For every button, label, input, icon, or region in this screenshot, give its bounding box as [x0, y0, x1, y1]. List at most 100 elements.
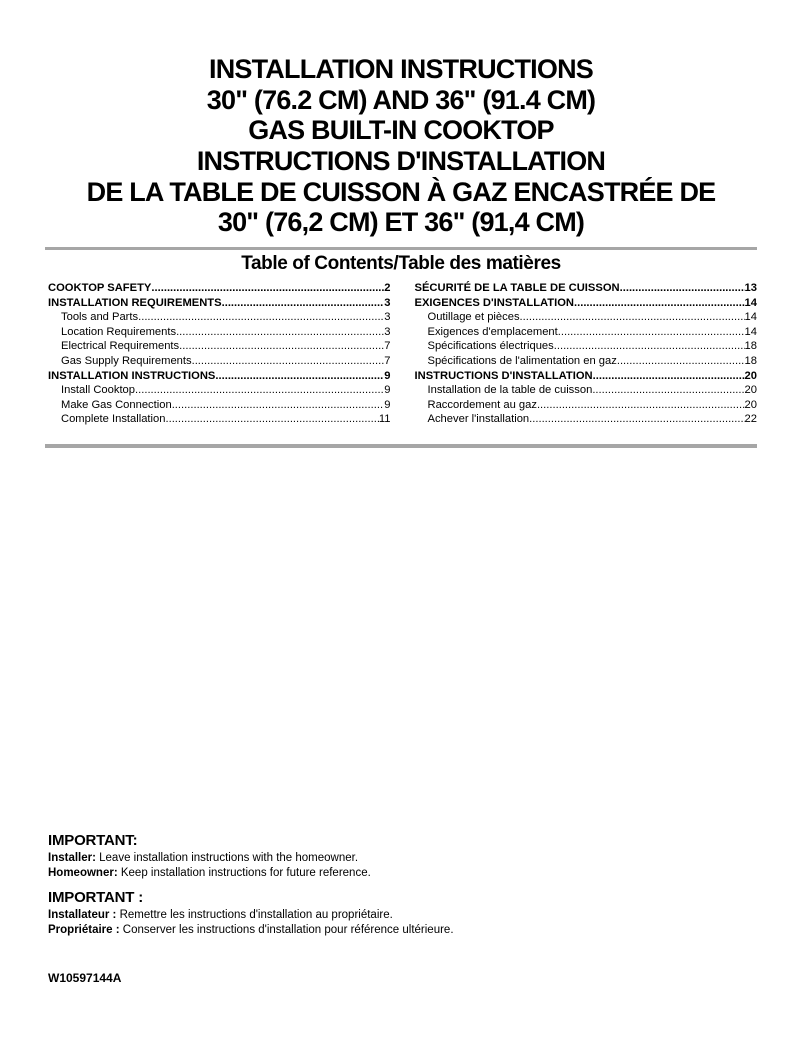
toc-entry-page: 13: [744, 282, 757, 294]
toc-entry-label: Gas Supply Requirements: [61, 354, 192, 367]
toc-entry: Tools and Parts 3: [48, 310, 391, 325]
toc-entry-page: 20: [744, 398, 757, 411]
toc-entry: Spécifications de l'alimentation en gaz …: [415, 354, 758, 369]
toc-entry: Installation de la table de cuisson 20: [415, 383, 758, 398]
toc-entry: Make Gas Connection 9: [48, 398, 391, 413]
toc-entry-label: Make Gas Connection: [61, 398, 172, 411]
title-line: INSTALLATION INSTRUCTIONS: [209, 54, 594, 84]
important-line: Propriétaire : Conserver les instruction…: [48, 923, 754, 938]
title-french: INSTRUCTIONS D'INSTALLATION DE LA TABLE …: [0, 146, 802, 238]
toc-leader-dots: [215, 369, 384, 384]
important-line-text: Keep installation instructions for futur…: [117, 867, 371, 880]
toc-leader-dots: [574, 296, 745, 311]
toc-entry-label: Achever l'installation: [427, 413, 530, 426]
toc-entry-page: 9: [384, 398, 391, 411]
toc-entry-page: 9: [384, 369, 391, 382]
toc-entry-page: 3: [384, 311, 391, 324]
toc-entry: SÉCURITÉ DE LA TABLE DE CUISSON 13: [415, 281, 758, 296]
toc-entry-page: 20: [744, 384, 757, 397]
toc-leader-dots: [592, 383, 744, 398]
toc-entry: Complete Installation 11: [48, 412, 391, 427]
toc-entry-page: 14: [744, 311, 757, 324]
toc-leader-dots: [192, 354, 385, 369]
toc-leader-dots: [135, 383, 384, 398]
toc-entry-label: Tools and Parts: [61, 311, 139, 324]
divider-bottom: [45, 444, 757, 448]
toc-entry-label: INSTALLATION REQUIREMENTS: [48, 296, 222, 309]
document-number: W10597144A: [48, 971, 122, 985]
toc-entry-label: EXIGENCES D'INSTALLATION: [414, 296, 575, 309]
toc-entry-label: Spécifications électriques: [427, 340, 554, 353]
toc-entry-page: 3: [384, 325, 391, 338]
toc-entry-page: 14: [744, 296, 757, 309]
toc-entry-label: Complete Installation: [61, 413, 166, 426]
toc-entry: Achever l'installation 22: [415, 412, 758, 427]
toc-leader-dots: [151, 281, 384, 296]
toc-entry-page: 14: [744, 325, 757, 338]
toc-leader-dots: [554, 339, 745, 354]
toc-entry-label: INSTALLATION INSTRUCTIONS: [48, 369, 216, 382]
toc-entry-label: Location Requirements: [61, 325, 177, 338]
important-line-lead: Installer:: [48, 852, 96, 864]
important-heading: IMPORTANT :: [48, 889, 144, 906]
toc-entry-label: Install Cooktop: [61, 384, 136, 397]
toc-entry: Electrical Requirements 7: [48, 339, 391, 354]
important-lines: Installateur : Remettre les instructions…: [48, 908, 754, 939]
toc-entry: Exigences d'emplacement 14: [415, 325, 758, 340]
toc-leader-dots: [179, 339, 384, 354]
toc-entry-page: 2: [384, 282, 391, 294]
important-line: Installateur : Remettre les instructions…: [48, 908, 754, 923]
toc-column-french: SÉCURITÉ DE LA TABLE DE CUISSON 13EXIGEN…: [415, 281, 758, 427]
toc-leader-dots: [222, 296, 385, 311]
toc-entry: INSTALLATION INSTRUCTIONS 9: [48, 369, 391, 384]
toc-entry-label: Exigences d'emplacement: [427, 325, 558, 338]
toc-leader-dots: [537, 398, 745, 413]
toc-entry: COOKTOP SAFETY 2: [48, 281, 391, 296]
table-of-contents: COOKTOP SAFETY 2 INSTALLATION REQUIREMENTS…: [48, 281, 757, 427]
important-notice-french: IMPORTANT : Installateur : Remettre les …: [48, 888, 754, 939]
toc-entry-page: 20: [744, 369, 757, 382]
title-english: INSTALLATION INSTRUCTIONS 30" (76.2 CM) …: [0, 54, 802, 146]
toc-entry: Spécifications électriques 18: [415, 339, 758, 354]
divider-top: [45, 247, 757, 250]
toc-leader-dots: [529, 412, 744, 427]
toc-entry: INSTRUCTIONS D'INSTALLATION 20: [415, 369, 758, 384]
toc-leader-dots: [620, 281, 745, 296]
toc-leader-dots: [176, 325, 384, 340]
toc-leader-dots: [520, 310, 745, 325]
toc-entry: Gas Supply Requirements 7: [48, 354, 391, 369]
toc-entry: Location Requirements 3: [48, 325, 391, 340]
toc-entry-page: 18: [744, 354, 757, 367]
toc-leader-dots: [617, 354, 745, 369]
important-line-text: Conserver les instructions d'installatio…: [119, 924, 454, 937]
toc-heading: Table of Contents/Table des matières: [241, 253, 561, 274]
toc-leader-dots: [165, 412, 378, 427]
title-line: 30" (76,2 CM) ET 36" (91,4 CM): [217, 207, 585, 237]
important-line-text: Leave installation instructions with the…: [95, 852, 359, 864]
title-line: 30" (76.2 CM) AND 36" (91.4 CM): [206, 84, 596, 115]
toc-leader-dots: [593, 369, 745, 384]
toc-entry-label: SÉCURITÉ DE LA TABLE DE CUISSON: [414, 282, 620, 294]
important-line: Homeowner: Keep installation instruction…: [48, 866, 754, 881]
title-line: GAS BUILT-IN COOKTOP: [248, 115, 554, 145]
important-line: Installer: Leave installation instructio…: [48, 851, 754, 866]
important-line-lead: Propriétaire :: [48, 924, 120, 937]
toc-entry-label: COOKTOP SAFETY: [48, 282, 152, 294]
important-lines: Installer: Leave installation instructio…: [48, 851, 754, 882]
toc-entry: Install Cooktop 9: [48, 383, 391, 398]
toc-entry-page: 3: [384, 296, 391, 309]
toc-entry: EXIGENCES D'INSTALLATION 14: [415, 296, 758, 311]
toc-entry: INSTALLATION REQUIREMENTS 3: [48, 296, 391, 311]
toc-leader-dots: [558, 325, 745, 340]
toc-entry-page: 22: [744, 413, 757, 426]
toc-entry: Raccordement au gaz 20: [415, 398, 758, 413]
important-heading: IMPORTANT:: [48, 832, 138, 849]
toc-entry-page: 7: [384, 354, 391, 367]
important-notice-english: IMPORTANT: Installer: Leave installation…: [48, 831, 754, 882]
toc-entry-page: 11: [378, 413, 391, 426]
toc-entry-label: INSTRUCTIONS D'INSTALLATION: [414, 369, 593, 382]
toc-entry-label: Spécifications de l'alimentation en gaz: [427, 354, 617, 367]
toc-entry-page: 7: [384, 340, 391, 353]
toc-entry-label: Electrical Requirements: [61, 340, 180, 353]
